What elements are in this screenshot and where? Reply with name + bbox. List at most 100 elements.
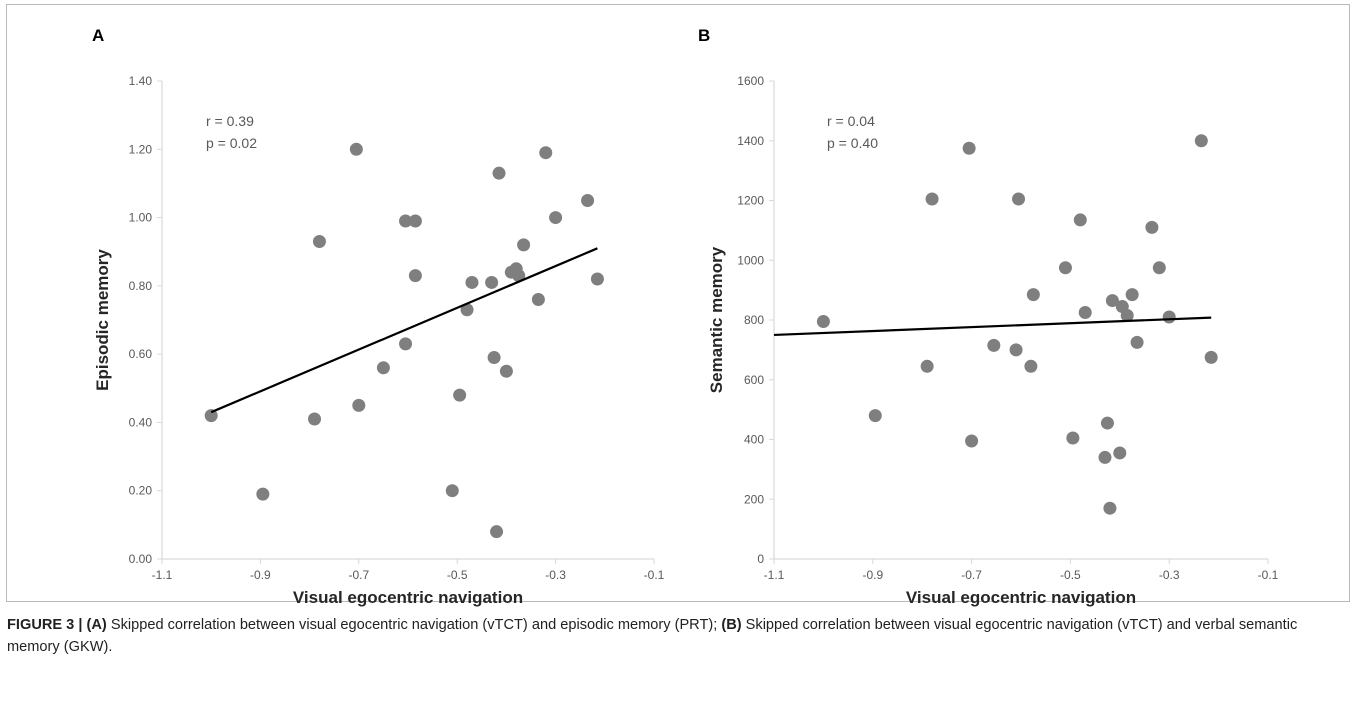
- data-point: [349, 142, 363, 156]
- caption-part-a-text: Skipped correlation between visual egoce…: [106, 617, 722, 633]
- y-tick-label: 0: [757, 552, 764, 566]
- panel-label-a: A: [92, 26, 105, 45]
- y-axis-title: Episodic memory: [93, 249, 112, 391]
- y-axis-title: Semantic memory: [707, 246, 726, 393]
- data-point: [490, 525, 504, 539]
- x-tick-label: -1.1: [152, 568, 173, 582]
- data-point: [312, 234, 326, 248]
- data-point: [1024, 359, 1038, 373]
- y-tick-label: 1.40: [129, 74, 153, 88]
- x-tick-label: -0.3: [1159, 568, 1180, 582]
- y-tick-label: 1.00: [129, 211, 153, 225]
- data-point: [581, 194, 595, 207]
- data-point: [453, 388, 467, 402]
- data-point: [399, 337, 413, 351]
- y-tick-label: 0.00: [129, 552, 153, 566]
- x-tick-label: -0.3: [545, 568, 566, 582]
- data-point: [962, 141, 976, 155]
- data-point: [1026, 288, 1040, 302]
- x-tick-label: -0.1: [644, 568, 665, 582]
- x-tick-label: -0.5: [447, 568, 468, 582]
- data-point: [399, 214, 413, 228]
- data-point: [987, 338, 1001, 352]
- caption-part-b-text: Skipped correlation between visual egoce…: [7, 617, 1298, 655]
- x-tick-label: -1.1: [764, 568, 785, 582]
- stat-annotation: r = 0.39: [206, 113, 254, 129]
- caption-part-a-label: (A): [86, 617, 107, 633]
- data-point: [920, 359, 934, 373]
- panel-label-b: B: [698, 26, 711, 45]
- x-axis-title: Visual egocentric navigation: [293, 588, 523, 607]
- y-tick-label: 0.40: [129, 415, 153, 429]
- data-point: [204, 409, 218, 423]
- data-point: [460, 303, 474, 317]
- y-tick-label: 0.80: [129, 279, 153, 293]
- scatter-chart-episodic: 0.00 0.20 0.40 0.60 0.80 1.00 1.20 1.40 -1.1 -0.9…: [93, 74, 665, 607]
- data-point: [376, 361, 390, 375]
- data-point: [465, 275, 479, 289]
- data-point: [1194, 134, 1208, 148]
- stat-annotation: p = 0.02: [206, 135, 257, 151]
- data-point: [1066, 431, 1080, 445]
- data-point: [256, 487, 270, 501]
- y-tick-label: 1.20: [129, 142, 153, 156]
- y-tick-label: 1600: [737, 74, 764, 88]
- data-point: [1113, 446, 1127, 460]
- data-point: [1120, 309, 1134, 323]
- data-point: [308, 412, 322, 426]
- y-tick-label: 1400: [737, 134, 764, 148]
- data-point: [517, 238, 531, 252]
- y-tick-label: 0.60: [129, 347, 153, 361]
- data-point: [408, 214, 422, 228]
- data-point: [590, 272, 604, 286]
- y-tick-label: 400: [744, 433, 764, 447]
- data-point: [549, 211, 563, 225]
- data-point: [1162, 310, 1176, 324]
- caption-figure-label: FIGURE 3 |: [7, 617, 83, 633]
- data-point: [1058, 261, 1072, 275]
- y-tick-label: 800: [744, 313, 764, 327]
- data-point: [408, 269, 422, 283]
- data-point: [1073, 213, 1087, 227]
- trend-line: [773, 316, 1212, 337]
- caption-part-b-label: (B): [721, 617, 742, 633]
- data-point: [868, 409, 882, 423]
- x-tick-label: -0.7: [348, 568, 369, 582]
- data-point: [816, 314, 830, 328]
- data-point: [1145, 220, 1159, 234]
- y-tick-label: 1000: [737, 253, 764, 267]
- data-point: [925, 192, 939, 206]
- data-point: [487, 351, 501, 365]
- x-tick-label: -0.5: [1060, 568, 1081, 582]
- data-point: [492, 166, 506, 180]
- y-tick-label: 1200: [737, 194, 764, 208]
- data-point: [499, 364, 513, 378]
- data-point: [512, 269, 526, 283]
- x-tick-label: -0.1: [1258, 568, 1279, 582]
- data-point: [1009, 343, 1023, 357]
- stat-annotation: p = 0.40: [827, 135, 878, 151]
- data-point: [539, 146, 553, 160]
- y-tick-label: 0.20: [129, 484, 153, 498]
- data-point: [1098, 450, 1112, 464]
- x-tick-label: -0.7: [961, 568, 982, 582]
- data-point: [352, 398, 366, 412]
- data-point: [1103, 501, 1117, 515]
- trend-line: [210, 247, 598, 414]
- data-point: [1130, 335, 1144, 349]
- data-point: [1012, 192, 1026, 206]
- scatter-chart-semantic: 0 200 400 600 800 1000 1200 1400 1600 -1.1 -0.9 -0.…: [707, 74, 1279, 607]
- data-point: [485, 275, 499, 289]
- y-tick-label: 600: [744, 373, 764, 387]
- data-point: [1204, 350, 1218, 364]
- x-axis-title: Visual egocentric navigation: [906, 588, 1136, 607]
- figure-caption: FIGURE 3 | (A) Skipped correlation betwe…: [7, 614, 1337, 658]
- stat-annotation: r = 0.04: [827, 113, 875, 129]
- y-tick-label: 200: [744, 492, 764, 506]
- data-point: [1152, 261, 1166, 275]
- data-point: [1100, 416, 1114, 430]
- data-point: [1078, 306, 1092, 320]
- x-tick-label: -0.9: [250, 568, 271, 582]
- data-point: [965, 434, 979, 448]
- data-point: [1105, 294, 1119, 308]
